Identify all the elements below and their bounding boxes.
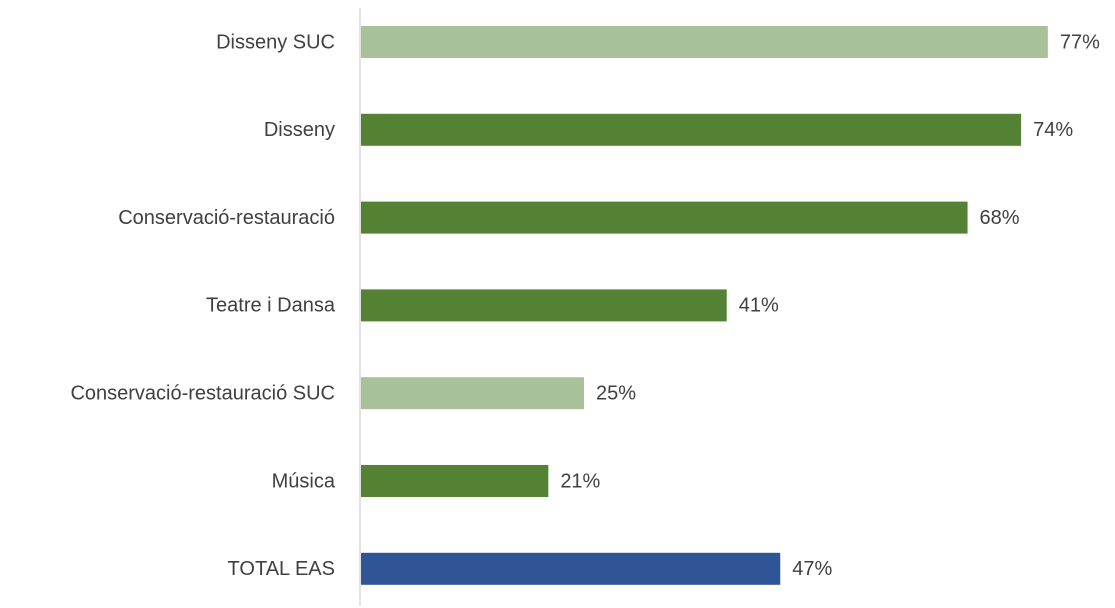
bar — [361, 465, 549, 497]
bar — [361, 26, 1048, 58]
category-label: Disseny — [264, 119, 335, 141]
bar — [361, 113, 1022, 146]
value-label: 21% — [560, 470, 600, 492]
bar — [361, 377, 584, 410]
bar — [361, 552, 781, 585]
value-label: 74% — [1033, 119, 1073, 141]
category-label: Música — [272, 470, 336, 492]
bar — [361, 289, 727, 322]
bar — [361, 201, 968, 234]
category-label: Teatre i Dansa — [206, 295, 336, 317]
value-label: 25% — [596, 382, 636, 404]
value-label: 68% — [980, 207, 1020, 229]
value-label: 47% — [792, 558, 832, 580]
category-label: TOTAL EAS — [228, 558, 335, 580]
value-label: 41% — [739, 295, 779, 317]
value-label: 77% — [1060, 31, 1100, 53]
category-label: Conservació-restauració SUC — [70, 382, 335, 404]
category-label: Conservació-restauració — [118, 207, 335, 229]
category-label: Disseny SUC — [216, 31, 335, 53]
